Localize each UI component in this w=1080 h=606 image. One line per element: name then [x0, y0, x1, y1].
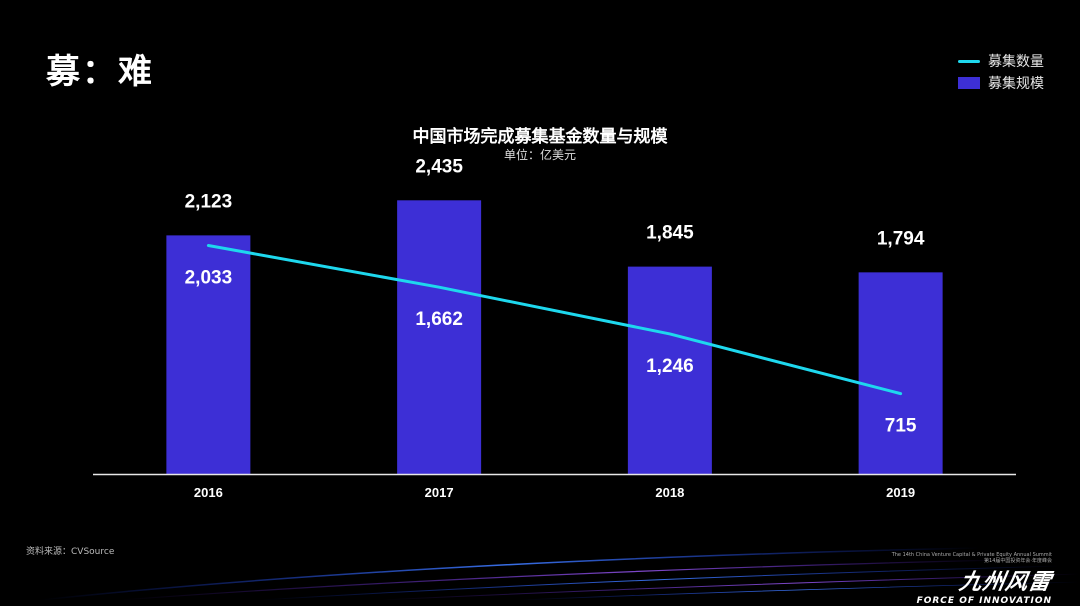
line-value-label: 1,662: [415, 309, 463, 330]
bar-2016: [166, 235, 251, 474]
legend: 募集数量 募集规模: [958, 50, 1044, 94]
x-tick-label: 2017: [425, 485, 454, 500]
data-source-note: 资料来源：CVSource: [26, 547, 115, 557]
legend-label-scale: 募集规模: [988, 76, 1044, 92]
bar-value-label: 2,123: [185, 191, 233, 212]
legend-line-swatch: [958, 59, 980, 63]
line-value-label: 2,033: [185, 267, 233, 288]
legend-label-count: 募集数量: [988, 54, 1044, 70]
event-brand-logo: The 14th China Venture Capital & Private…: [891, 552, 1054, 606]
legend-item-count: 募集数量: [958, 50, 1044, 72]
legend-item-scale: 募集规模: [958, 72, 1044, 94]
bar-2019: [858, 272, 943, 474]
bar-value-label: 2,435: [415, 156, 463, 177]
chart-title: 中国市场完成募集基金数量与规模: [412, 127, 668, 147]
chart-subtitle: 单位：亿美元: [503, 148, 576, 162]
bar-2017: [397, 200, 482, 474]
x-tick-label: 2016: [194, 485, 223, 500]
x-tick-label: 2018: [655, 485, 684, 500]
legend-bar-swatch: [958, 77, 980, 89]
bar-value-label: 1,845: [646, 223, 694, 244]
brand-tagline-en: The 14th China Venture Capital & Private…: [891, 552, 1052, 558]
brand-name: 九州风雷: [957, 570, 1054, 595]
line-value-label: 1,246: [646, 356, 694, 377]
brand-tagline-cn: 第14届中国投资年会·年度峰会: [984, 558, 1052, 564]
count-line: [206, 243, 903, 396]
bar-2018: [627, 266, 712, 474]
slide-title: 募：难: [46, 52, 154, 92]
x-tick-label: 2019: [886, 485, 915, 500]
brand-slogan: FORCE OF INNOVATION: [916, 596, 1052, 606]
line-value-label: 715: [885, 416, 917, 437]
bar-value-label: 1,794: [877, 228, 925, 249]
